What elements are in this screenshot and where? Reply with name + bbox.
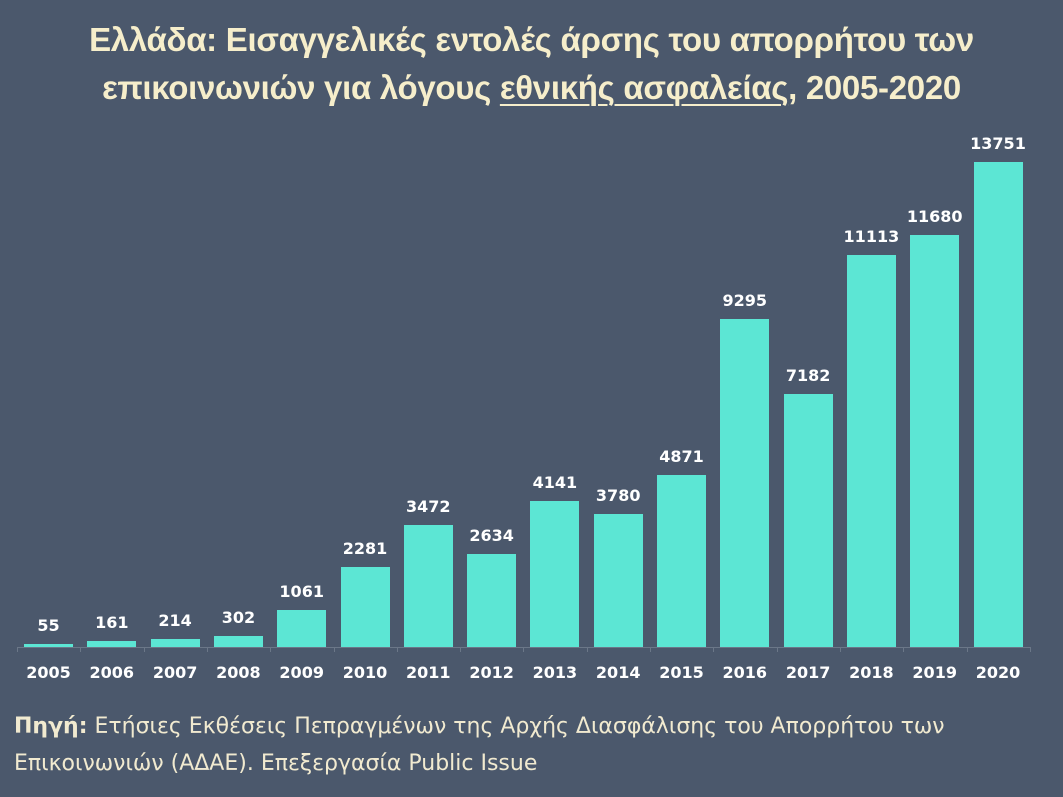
category-label: 2008 — [216, 663, 261, 682]
axis-tick — [1029, 647, 1031, 652]
axis-tick — [586, 647, 588, 652]
title-line-1: Ελλάδα: Εισαγγελικές εντολές άρσης του α… — [89, 21, 974, 58]
axis-tick — [650, 647, 651, 652]
axis-tick — [966, 647, 968, 652]
category-label: 2010 — [342, 663, 388, 682]
bar-2019 — [910, 235, 960, 647]
category-label: 2018 — [849, 663, 894, 682]
value-label: 11680 — [906, 207, 963, 227]
value-label: 13751 — [970, 134, 1026, 153]
bar-2005 — [24, 644, 73, 647]
bar-2010 — [340, 566, 390, 647]
value-label: 9295 — [722, 291, 768, 311]
category-label: 2005 — [26, 663, 71, 682]
value-label: 214 — [158, 611, 192, 631]
axis-tick — [839, 647, 841, 652]
axis-tick — [143, 647, 145, 652]
category-label: 2012 — [469, 663, 514, 682]
value-label: 55 — [37, 616, 60, 635]
value-label: 161 — [95, 613, 129, 633]
axis-tick — [460, 647, 462, 652]
bar-2011 — [403, 524, 453, 647]
axis-tick — [80, 647, 82, 652]
title-underlined: εθνικής ασφαλείας — [499, 69, 789, 106]
bar-2008 — [213, 636, 263, 647]
category-label: 2019 — [912, 663, 957, 682]
bar-2012 — [467, 554, 517, 647]
value-label: 1061 — [279, 581, 324, 601]
value-label: 3472 — [406, 496, 451, 516]
bar-2007 — [150, 639, 200, 647]
bar-2018 — [846, 255, 896, 647]
title-line-2: επικοινωνιών για λόγους εθνικής ασφαλεία… — [102, 69, 961, 106]
chart-title: Ελλάδα: Εισαγγελικές εντολές άρσης του α… — [0, 16, 1063, 112]
axis-tick — [903, 647, 905, 652]
source-text: Ετήσιες Εκθέσεις Πεπραγμένων της Αρχής Δ… — [14, 714, 945, 776]
axis-tick — [270, 647, 272, 652]
value-label: 302 — [221, 608, 256, 628]
axis-tick — [523, 647, 525, 652]
axis-tick — [713, 647, 715, 652]
category-label: 2013 — [532, 663, 578, 682]
category-label: 2011 — [406, 663, 451, 682]
bar-2009 — [277, 609, 327, 647]
axis-tick — [396, 647, 398, 652]
source-note: Πηγή: Ετήσιες Εκθέσεις Πεπραγμένων της Α… — [14, 708, 1054, 782]
category-label: 2014 — [595, 663, 641, 682]
value-label: 7182 — [785, 365, 831, 385]
value-label: 4871 — [659, 447, 704, 467]
value-label: 2634 — [469, 526, 514, 546]
source-label: Πηγή: — [14, 714, 88, 739]
category-label: 2007 — [152, 663, 198, 682]
bar-2014 — [593, 513, 643, 647]
value-label: 11113 — [843, 227, 900, 247]
axis-tick — [206, 647, 208, 652]
bar-2013 — [530, 500, 580, 647]
value-label: 2281 — [342, 538, 388, 558]
category-label: 2017 — [785, 663, 831, 682]
bar-2016 — [720, 319, 770, 647]
bar-2020 — [973, 162, 1023, 647]
category-label: 2020 — [975, 663, 1021, 682]
bar-2006 — [87, 641, 137, 647]
category-label: 2015 — [659, 663, 704, 682]
axis-tick — [17, 647, 18, 652]
bar-2015 — [657, 475, 706, 647]
value-label: 3780 — [595, 485, 641, 505]
category-label: 2016 — [722, 663, 768, 682]
category-label: 2006 — [89, 663, 135, 682]
axis-tick — [333, 647, 335, 652]
axis-tick — [776, 647, 778, 652]
bar-chart: 55 2005 161 2006 214 2007 302 2008 1061 2009 2281 2… — [17, 134, 1031, 682]
value-label: 4141 — [532, 472, 578, 492]
bar-2017 — [783, 393, 833, 647]
category-label: 2009 — [279, 663, 324, 682]
